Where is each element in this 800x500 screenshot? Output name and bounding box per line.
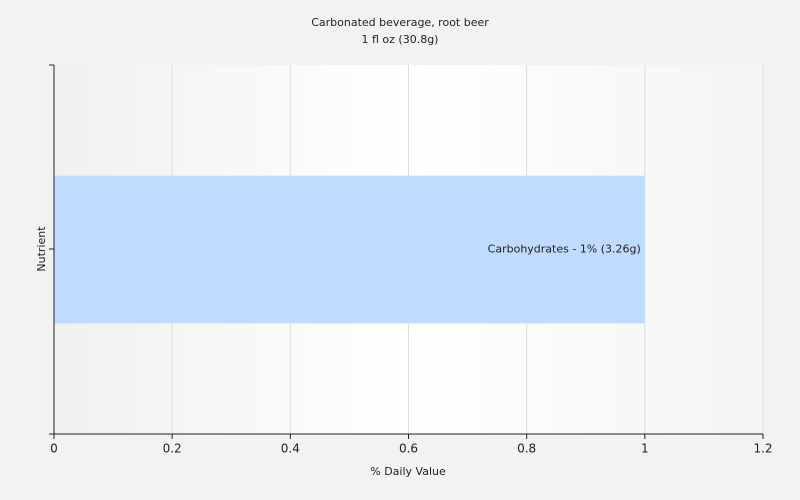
- x-tick-label: 1: [641, 442, 649, 456]
- x-tick-label: 0.4: [281, 442, 300, 456]
- x-axis-label: % Daily Value: [370, 465, 446, 478]
- chart-title: Carbonated beverage, root beer: [311, 16, 489, 29]
- marks: Carbohydrates - 1% (3.26g): [54, 175, 645, 324]
- x-tick-label: 0.2: [163, 442, 182, 456]
- bar: [54, 175, 645, 324]
- x-tick-label: 0.8: [517, 442, 536, 456]
- chart-subtitle: 1 fl oz (30.8g): [362, 33, 439, 46]
- x-tick-label: 1.2: [753, 442, 772, 456]
- x-tick-label: 0: [50, 442, 58, 456]
- data-label: Carbohydrates - 1% (3.26g): [488, 243, 641, 256]
- y-axis-label: Nutrient: [35, 226, 48, 272]
- x-tick-label: 0.6: [399, 442, 418, 456]
